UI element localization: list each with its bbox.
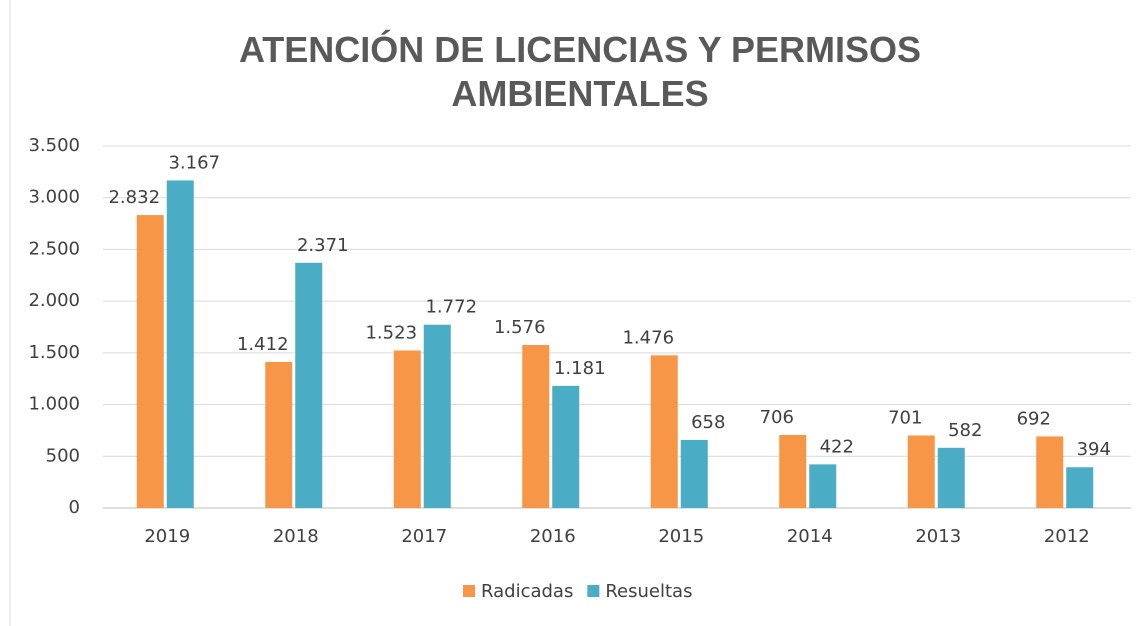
data-label: 394 [1077, 439, 1111, 460]
data-label: 582 [948, 420, 982, 441]
y-tick-label: 2.000 [28, 290, 80, 311]
bar [1036, 436, 1064, 508]
bar [1066, 467, 1094, 508]
y-tick-label: 3.500 [28, 135, 80, 156]
y-tick-label: 500 [46, 445, 80, 466]
bar [393, 350, 421, 508]
y-tick-label: 0 [69, 497, 80, 518]
chart-border [9, 0, 11, 626]
x-tick-label: 2016 [530, 526, 576, 547]
data-label: 658 [691, 412, 725, 433]
x-tick-label: 2013 [915, 526, 961, 547]
bar [650, 355, 678, 508]
bar [907, 435, 935, 508]
data-label: 3.167 [168, 152, 220, 173]
data-label: 1.476 [622, 327, 674, 348]
chart-title: ATENCIÓN DE LICENCIAS Y PERMISOS AMBIENT… [238, 29, 922, 114]
x-tick-label: 2012 [1044, 526, 1090, 547]
data-label: 1.181 [554, 358, 606, 379]
legend-label: Radicadas [481, 581, 573, 602]
bar [779, 434, 807, 508]
bar [809, 464, 837, 508]
y-tick-label: 3.000 [28, 187, 80, 208]
bar [423, 324, 451, 508]
bar [680, 439, 708, 508]
legend-swatch [463, 585, 475, 597]
x-tick-label: 2018 [273, 526, 319, 547]
data-label: 701 [888, 407, 922, 428]
data-label: 2.371 [297, 235, 349, 256]
bar [136, 215, 164, 509]
legend-swatch [587, 585, 600, 597]
data-label: 422 [820, 436, 854, 457]
data-label: 706 [760, 407, 794, 428]
data-label: 1.576 [494, 317, 546, 338]
bar [552, 385, 580, 508]
bar [937, 447, 965, 508]
data-label: 692 [1017, 408, 1051, 429]
data-label: 1.412 [237, 334, 289, 355]
y-tick-label: 1.000 [28, 394, 80, 415]
x-tick-label: 2015 [658, 526, 704, 547]
x-tick-label: 2019 [144, 526, 190, 547]
data-label: 1.772 [425, 297, 477, 318]
data-label: 2.832 [108, 187, 160, 208]
x-tick-label: 2017 [401, 526, 447, 547]
bar [265, 361, 293, 508]
data-label: 1.523 [365, 322, 417, 343]
legend-label: Resueltas [605, 581, 692, 602]
bar [295, 262, 323, 508]
x-tick-label: 2014 [787, 526, 833, 547]
bar [166, 180, 194, 508]
bar [522, 344, 550, 508]
y-tick-label: 2.500 [28, 238, 80, 259]
y-tick-label: 1.500 [28, 342, 80, 363]
